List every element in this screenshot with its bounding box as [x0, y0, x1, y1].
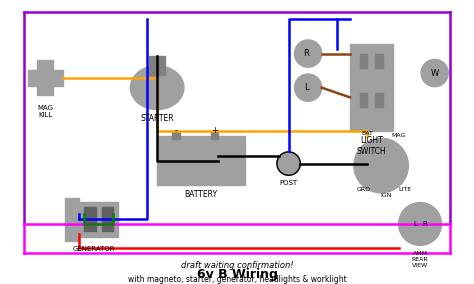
Text: L: L — [413, 221, 417, 227]
Text: MAG: MAG — [392, 133, 406, 138]
Text: -: - — [174, 126, 177, 135]
Text: GENERATOR: GENERATOR — [73, 246, 115, 252]
Bar — [64, 198, 79, 241]
Text: LIGHT
SWITCH: LIGHT SWITCH — [356, 136, 386, 156]
Circle shape — [399, 202, 441, 245]
Text: STARTER: STARTER — [140, 114, 174, 123]
Text: 6v B Wiring: 6v B Wiring — [197, 268, 277, 281]
Text: GRD: GRD — [356, 187, 371, 192]
Text: LITE: LITE — [398, 187, 411, 192]
Bar — [350, 44, 393, 131]
Text: POST: POST — [280, 180, 298, 186]
Bar — [375, 93, 383, 107]
Text: W: W — [430, 68, 439, 78]
Text: MAG
KILL: MAG KILL — [37, 105, 53, 118]
Circle shape — [354, 138, 409, 193]
Text: IGN: IGN — [380, 193, 392, 198]
Bar — [211, 131, 219, 139]
Bar — [37, 60, 53, 95]
Text: R: R — [303, 49, 309, 58]
Bar — [360, 93, 367, 107]
Text: with magneto, starter, generator, headlights & worklight: with magneto, starter, generator, headli… — [128, 275, 346, 284]
Text: +: + — [211, 126, 218, 135]
Text: BATTERY: BATTERY — [184, 190, 218, 199]
Text: draft waiting confirmation!: draft waiting confirmation! — [181, 261, 293, 270]
Circle shape — [294, 40, 322, 67]
Circle shape — [277, 152, 301, 175]
Text: L: L — [304, 83, 309, 92]
Bar — [27, 70, 63, 86]
Text: R: R — [422, 221, 427, 227]
Bar — [101, 207, 113, 231]
Bar — [84, 207, 96, 231]
Bar — [360, 54, 367, 68]
Circle shape — [421, 59, 448, 87]
Bar — [79, 202, 118, 237]
Bar — [157, 136, 245, 185]
Bar — [375, 54, 383, 68]
Bar — [149, 55, 165, 75]
Ellipse shape — [130, 66, 184, 110]
Circle shape — [294, 74, 322, 101]
Bar — [172, 131, 180, 139]
Text: AMM
REAR
VIEW: AMM REAR VIEW — [412, 251, 428, 268]
Text: BAT: BAT — [362, 131, 374, 136]
